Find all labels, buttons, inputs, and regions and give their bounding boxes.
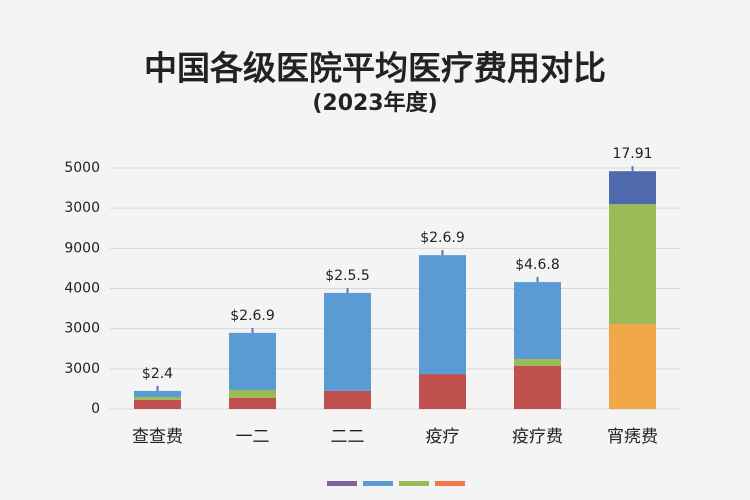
x-tick-label: 一二 [236,427,270,447]
bar-segment [229,397,276,409]
bar-label: $2.4 [142,366,173,382]
bar-segment [134,396,181,400]
y-tick-label: 3000 [64,200,100,216]
legend-swatch [435,481,465,486]
bar-label: $2.6.9 [230,308,275,324]
bar-segment [514,358,561,367]
x-tick-label: 宵痜费 [607,427,658,447]
y-tick-label: 3000 [64,361,100,377]
bar-label: 17.91 [612,146,652,162]
bar-label: $2.6.9 [420,230,465,246]
legend-swatch [327,481,357,486]
y-tick-label: 3000 [64,321,100,337]
bar-segment [609,324,656,409]
y-tick-label: 9000 [64,240,100,256]
x-tick-label: 疫疗费 [512,427,563,447]
legend-swatch [399,481,429,486]
bar-segment [324,390,371,409]
y-tick-label: 4000 [64,281,100,297]
x-tick-label: 二二 [331,427,365,447]
bar-segment [514,366,561,409]
bar-segment [609,204,656,325]
bar-segment [324,292,371,391]
y-tick-label: 0 [91,401,100,417]
bar-segment [514,282,561,359]
legend-swatch [363,481,393,486]
x-tick-label: 查查费 [132,427,183,447]
bar-segment [609,171,656,205]
bar-segment [134,399,181,409]
chart-subtitle: (2023年度) [312,90,437,116]
bar-segment [134,390,181,397]
bar-segment [229,332,276,390]
bar-label: $4.6.8 [515,257,560,273]
bar-label: $2.5.5 [325,268,370,284]
x-tick-label: 疫疗 [426,427,460,447]
bar-segment [229,389,276,398]
chart-title: 中国各级医院平均医疗费用对比 [144,49,606,88]
bar-segment [419,374,466,409]
bar-segment [419,255,466,375]
y-tick-label: 5000 [64,160,100,176]
